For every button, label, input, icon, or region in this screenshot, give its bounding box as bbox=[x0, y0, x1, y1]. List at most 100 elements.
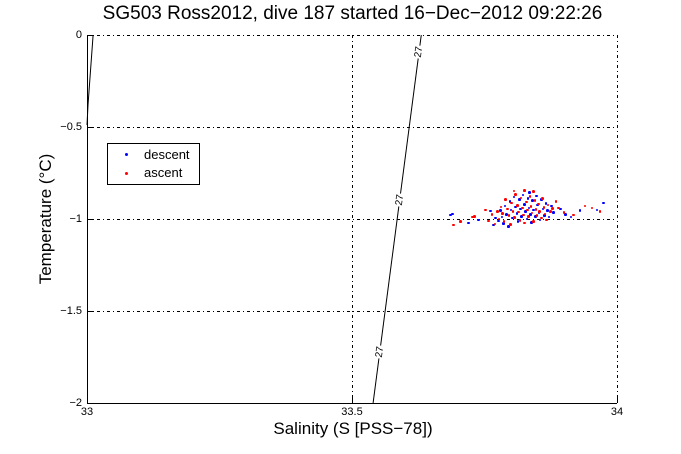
descent-data-point bbox=[564, 213, 567, 216]
descent-data-point bbox=[534, 214, 537, 218]
ascent-data-point bbox=[507, 214, 511, 217]
descent-data-point bbox=[536, 203, 539, 207]
ascent-data-point bbox=[529, 205, 533, 208]
descent-data-point bbox=[530, 221, 533, 224]
x-tick-label: 33.5 bbox=[341, 406, 363, 418]
descent-data-point bbox=[535, 194, 538, 198]
descent-data-point bbox=[543, 214, 546, 217]
y-tick-label: −1.5 bbox=[60, 305, 82, 317]
ascent-data-point bbox=[519, 196, 523, 200]
ascent-data-point bbox=[493, 222, 497, 226]
ascent-data-point bbox=[528, 195, 532, 198]
descent-data-point bbox=[527, 206, 531, 210]
ascent-data-point bbox=[540, 197, 544, 200]
ascent-data-point bbox=[546, 203, 550, 207]
ascent-data-point bbox=[522, 213, 525, 217]
ascent-data-point bbox=[499, 205, 503, 209]
descent-data-point bbox=[502, 222, 505, 225]
descent-data-point bbox=[602, 201, 606, 205]
legend-label-ascent: ascent bbox=[144, 165, 183, 181]
x-tick-label: 33 bbox=[80, 406, 94, 418]
ascent-data-point bbox=[513, 216, 516, 219]
descent-data-point bbox=[499, 209, 502, 212]
descent-data-point bbox=[507, 225, 510, 228]
descent-data-point bbox=[500, 215, 504, 219]
ascent-data-point bbox=[534, 208, 538, 211]
ascent-data-point bbox=[539, 216, 543, 220]
ascent-data-point bbox=[511, 209, 515, 213]
descent-data-point bbox=[541, 207, 545, 211]
descent-data-point bbox=[578, 209, 582, 212]
ascent-data-point bbox=[516, 204, 519, 208]
descent-data-point bbox=[521, 193, 525, 197]
descent-data-point bbox=[524, 210, 527, 213]
descent-data-point bbox=[558, 207, 562, 211]
ascent-data-point bbox=[537, 202, 540, 206]
x-tick-label: 34 bbox=[610, 406, 624, 418]
ascent-data-point bbox=[486, 219, 490, 223]
ascent-data-point bbox=[502, 219, 506, 223]
plot-title: SG503 Ross2012, dive 187 started 16−Dec−… bbox=[102, 3, 603, 24]
ascent-data-point bbox=[501, 212, 504, 215]
descent-data-point bbox=[528, 191, 531, 194]
ascent-data-point bbox=[504, 198, 507, 201]
descent-data-point bbox=[503, 204, 507, 208]
ascent-data-point bbox=[548, 210, 552, 213]
descent-data-point bbox=[449, 213, 452, 217]
gridline-horizontal bbox=[87, 35, 617, 36]
descent-data-point bbox=[509, 208, 513, 212]
ascent-data-point bbox=[598, 209, 602, 213]
ascent-data-point bbox=[484, 208, 487, 212]
descent-data-point bbox=[467, 221, 470, 225]
descent-data-point bbox=[549, 204, 553, 208]
descent-data-point bbox=[515, 212, 519, 215]
ascent-data-point bbox=[531, 219, 535, 223]
ascent-data-point bbox=[543, 212, 547, 216]
y-axis-label: Temperature (°C) bbox=[36, 153, 55, 285]
ascent-data-point bbox=[551, 207, 554, 210]
ascent-data-point bbox=[495, 210, 499, 213]
ascent-data-point bbox=[532, 190, 536, 194]
descent-data-point bbox=[547, 215, 551, 219]
ascent-data-point bbox=[521, 206, 524, 210]
descent-data-point bbox=[552, 211, 555, 214]
ascent-marker-icon bbox=[124, 171, 128, 175]
ascent-data-point bbox=[473, 215, 476, 218]
ascent-data-point bbox=[522, 189, 526, 192]
legend-marker-cell bbox=[108, 171, 144, 175]
descent-data-point bbox=[519, 207, 522, 211]
ascent-data-point bbox=[505, 207, 509, 211]
ascent-data-point bbox=[533, 198, 537, 202]
x-tick-mark bbox=[87, 398, 88, 403]
descent-data-point bbox=[518, 198, 521, 201]
descent-data-point bbox=[525, 217, 529, 221]
descent-data-point bbox=[451, 212, 454, 216]
ascent-data-point bbox=[590, 206, 594, 210]
ascent-data-point bbox=[557, 206, 560, 210]
descent-data-point bbox=[508, 200, 512, 203]
descent-data-point bbox=[496, 219, 500, 223]
descent-data-point bbox=[540, 198, 544, 201]
descent-data-point bbox=[511, 216, 514, 220]
y-tick-label: −1 bbox=[69, 213, 82, 225]
descent-data-point bbox=[513, 205, 517, 209]
y-tick-label: 0 bbox=[75, 29, 82, 41]
descent-data-point bbox=[494, 216, 497, 220]
ascent-data-point bbox=[583, 204, 587, 208]
descent-data-point bbox=[546, 209, 549, 212]
ascent-data-point bbox=[523, 221, 527, 225]
ascent-data-point bbox=[509, 223, 512, 226]
ascent-data-point bbox=[562, 211, 566, 214]
contour-label: 27 bbox=[412, 44, 426, 60]
y-tick-mark bbox=[88, 403, 93, 404]
ascent-data-point bbox=[538, 209, 541, 213]
descent-data-point bbox=[526, 197, 530, 201]
ascent-data-point bbox=[490, 213, 494, 216]
descent-data-point bbox=[569, 215, 573, 219]
ascent-data-point bbox=[542, 206, 546, 209]
descent-data-point bbox=[544, 202, 548, 205]
ascent-data-point bbox=[510, 201, 513, 205]
ascent-data-point bbox=[545, 218, 548, 222]
ascent-data-point bbox=[572, 213, 575, 217]
